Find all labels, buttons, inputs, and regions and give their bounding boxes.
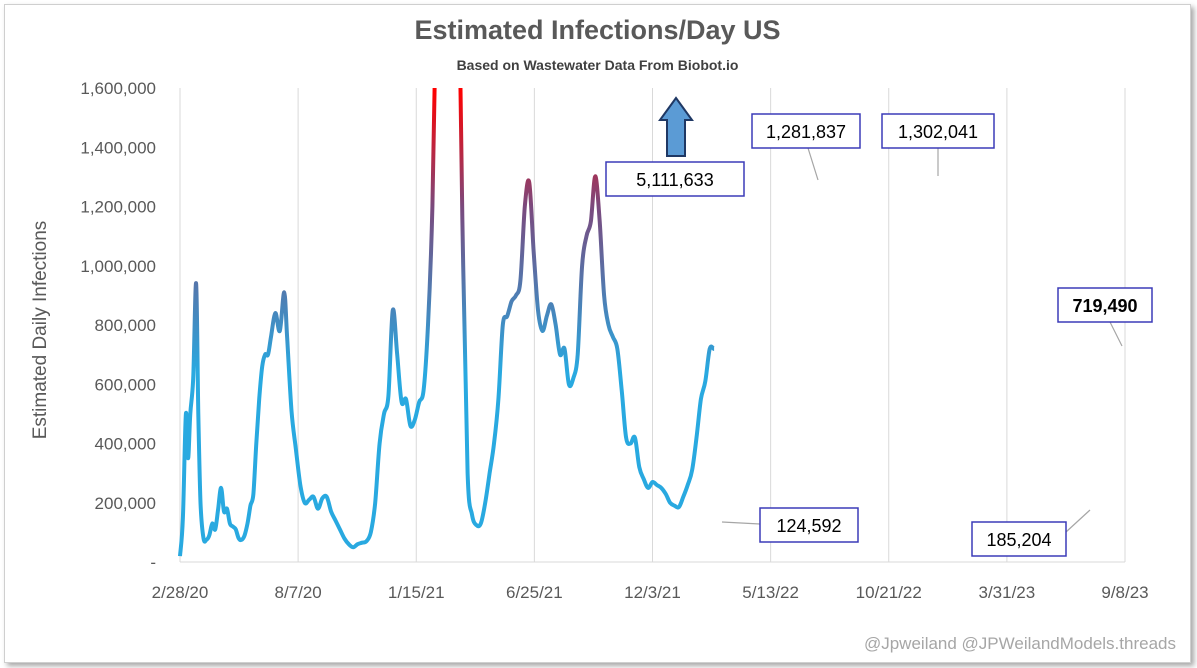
callout-box: [881, 113, 995, 149]
x-tick-label: 9/8/23: [1101, 583, 1148, 602]
axis-layer: 2/28/20 8/7/20 1/15/21 6/25/21 12/3/21 5/13/2…: [80, 79, 1148, 602]
x-tick-label: 2/28/20: [152, 583, 209, 602]
y-tick-label: 1,200,000: [80, 198, 156, 217]
arrow-up-icon: [658, 96, 694, 157]
callout-box: [751, 113, 861, 149]
chart-title: Estimated Infections/Day US: [414, 15, 781, 45]
grid-layer: [179, 88, 1126, 563]
y-tick-label: 200,000: [95, 494, 156, 513]
callout-box: [605, 161, 745, 197]
line-layer: [178, 88, 715, 557]
callout-label: 124,592: [776, 516, 841, 536]
callout-label: 5,111,633: [636, 170, 713, 190]
y-tick-label: 1,600,000: [80, 79, 156, 98]
x-tick-label: 1/15/21: [388, 583, 445, 602]
x-tick-label: 5/13/22: [742, 583, 799, 602]
callout-label: 719,490: [1072, 296, 1137, 316]
y-tick-label: -: [150, 553, 156, 572]
x-tick-label: 10/21/22: [856, 583, 922, 602]
callout-box: [971, 521, 1067, 557]
series-line: [178, 88, 715, 557]
callout-leader: [807, 147, 819, 181]
y-tick-label: 400,000: [95, 435, 156, 454]
y-tick-label: 600,000: [95, 375, 156, 394]
callout-box: [759, 507, 859, 543]
callout-box: [1057, 287, 1153, 323]
chart-subtitle: Based on Wastewater Data From Biobot.io: [456, 57, 739, 73]
annotation-layer: 5,111,633 1,281,837 1,302,041 124,592 185,20…: [605, 96, 1153, 557]
callout-leader: [1109, 321, 1123, 347]
x-tick-label: 3/31/23: [979, 583, 1036, 602]
callout-label: 1,302,041: [898, 122, 978, 142]
x-tick-label: 8/7/20: [274, 583, 321, 602]
credit-text: @Jpweiland @JPWeilandModels.threads: [863, 634, 1176, 653]
x-tick-label: 6/25/21: [506, 583, 563, 602]
y-tick-label: 800,000: [95, 316, 156, 335]
callout-leader: [721, 521, 761, 525]
callout-leader: [1065, 509, 1091, 533]
callout-label: 185,204: [986, 530, 1051, 550]
callout-label: 1,281,837: [766, 122, 846, 142]
y-tick-label: 1,400,000: [80, 138, 156, 157]
y-tick-label: 1,000,000: [80, 257, 156, 276]
x-tick-label: 12/3/21: [624, 583, 681, 602]
